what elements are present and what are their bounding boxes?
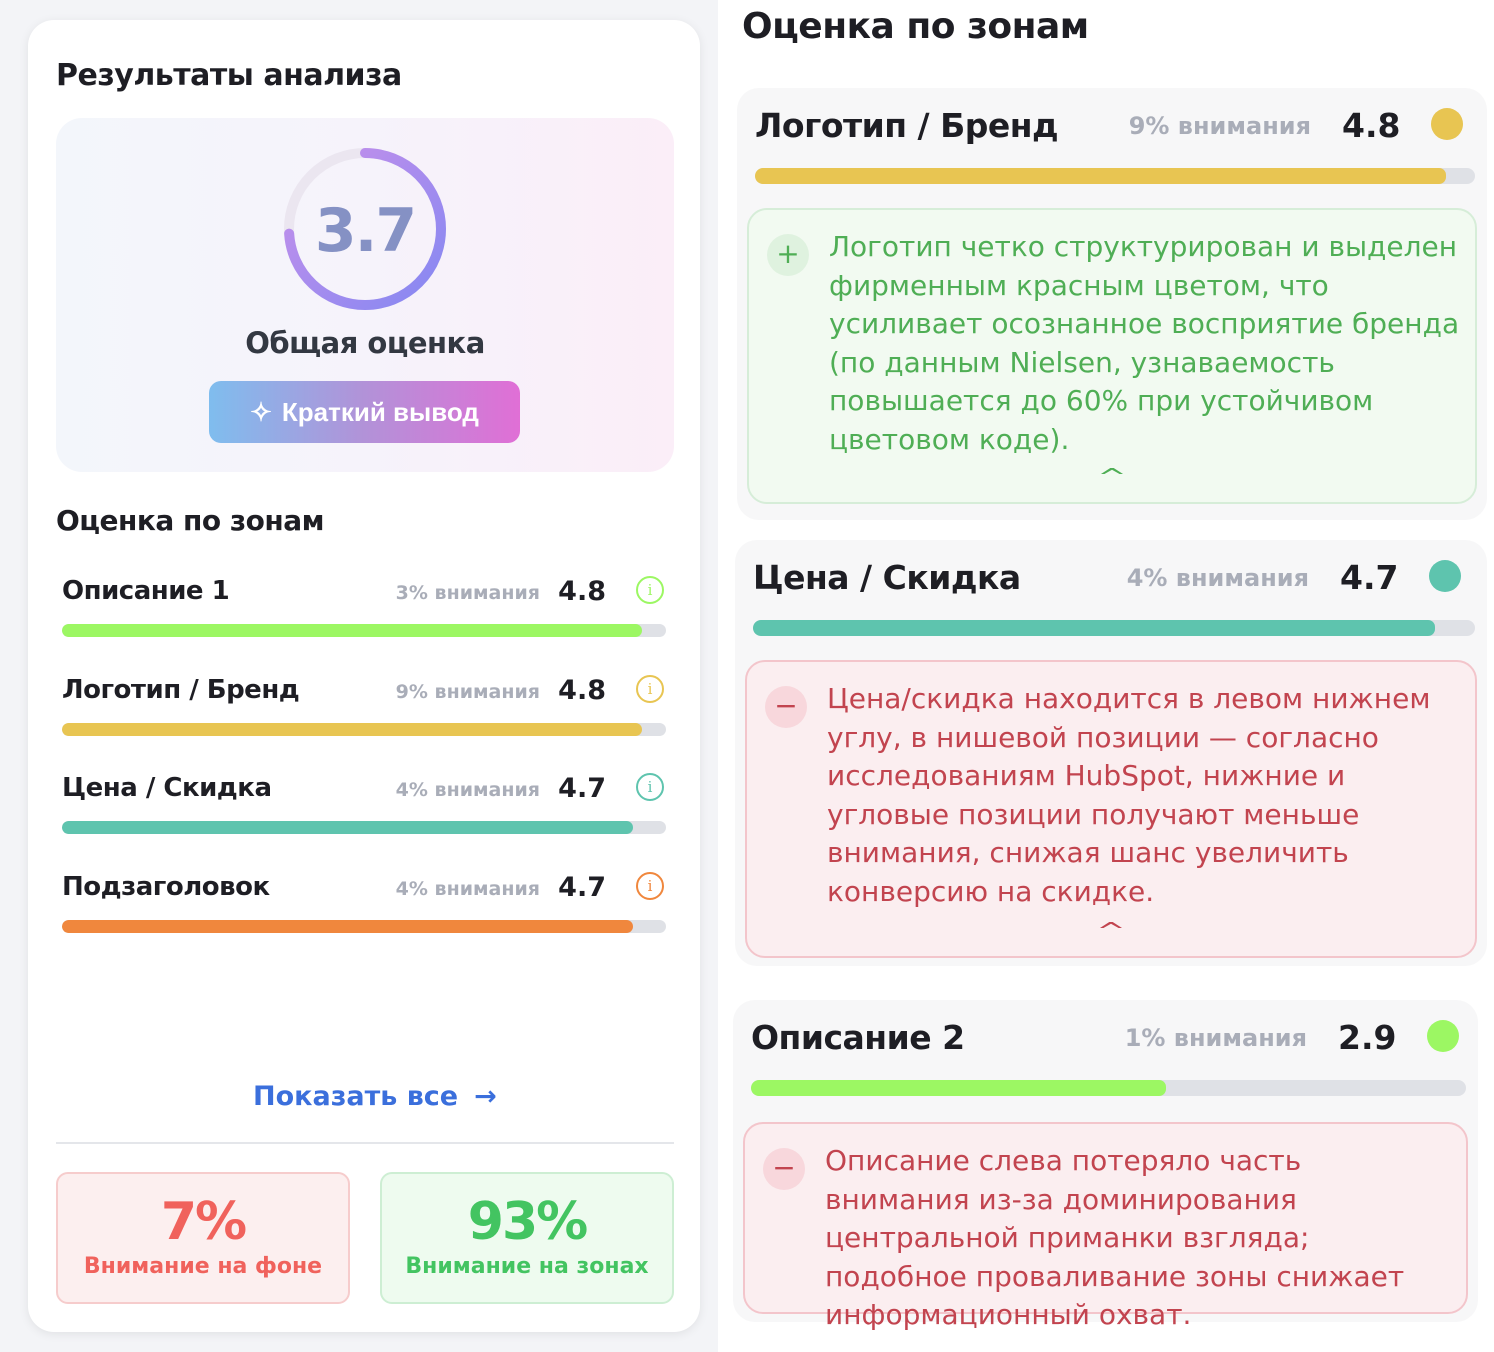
stat-value: 7%: [160, 1192, 247, 1252]
zone-attention: 3% внимания: [395, 582, 540, 604]
background-attention-stat: 7% Внимание на фоне: [56, 1172, 350, 1304]
plus-icon: +: [767, 234, 809, 276]
zone-score-bar-fill: [753, 620, 1436, 636]
negative-insight: − Описание слева потеряло часть внимания…: [743, 1122, 1468, 1331]
info-icon[interactable]: i: [636, 773, 664, 801]
zone-score-bar: [62, 722, 666, 736]
stat-label: Внимание на зонах: [405, 1254, 649, 1279]
summary-button[interactable]: ✧ Краткий вывод: [209, 381, 520, 443]
zone-name: Цена / Скидка: [62, 773, 272, 803]
zone-attention: 4% внимания: [395, 779, 540, 801]
zone-color-dot: [1427, 1020, 1459, 1052]
zone-color-dot: [1431, 108, 1463, 140]
zone-score-bar: [62, 821, 666, 834]
minus-icon: −: [765, 686, 807, 728]
zone-name: Описание 2: [751, 1018, 965, 1057]
zone-row: Описание 1 3% внимания 4.8 i: [62, 576, 666, 646]
zone-name: Логотип / Бренд: [755, 106, 1059, 145]
overall-score: 3.7: [314, 196, 417, 266]
zone-score-bar-fill: [62, 919, 633, 933]
overall-score-panel: 3.7 Общая оценка ✧ Краткий вывод: [56, 118, 674, 472]
zone-score: 4.7: [558, 871, 606, 903]
info-icon[interactable]: i: [636, 674, 664, 703]
insight-text: Логотип четко структурирован и выделен ф…: [829, 230, 1460, 456]
zone-score-bar-fill: [62, 821, 633, 834]
summary-button-label: Краткий вывод: [281, 396, 479, 427]
zone-row: Логотип / Бренд 9% внимания 4.8 i: [62, 674, 666, 745]
zone-score-bar-fill: [62, 624, 642, 637]
zone-score-bar-fill: [755, 168, 1447, 184]
zone-card: Цена / Скидка 4% внимания 4.7 − Цена/ски…: [735, 540, 1487, 966]
negative-insight: − Цена/скидка находится в левом нижнем у…: [745, 660, 1477, 958]
zone-score: 4.7: [1340, 558, 1399, 597]
zone-score-bar-fill: [751, 1080, 1166, 1096]
insight-text: Цена/скидка находится в левом нижнем угл…: [827, 682, 1431, 908]
zone-attention: 1% внимания: [1124, 1024, 1307, 1052]
insight-text: Описание слева потеряло часть внимания и…: [825, 1144, 1405, 1332]
zone-row: Цена / Скидка 4% внимания 4.7 i: [62, 773, 666, 843]
analysis-results-card: Результаты анализа 3.7 Общая оценка ✧ Кра…: [28, 20, 700, 1332]
zones-title: Оценка по зонам: [56, 504, 325, 537]
chevron-up-icon[interactable]: ^: [1096, 919, 1126, 944]
arrow-right-icon: →: [474, 1081, 497, 1112]
score-ring-progress: [284, 148, 446, 310]
zone-color-dot: [1429, 560, 1461, 592]
score-ring: [284, 148, 446, 310]
zone-name: Описание 1: [62, 576, 230, 606]
zone-score-bar: [755, 168, 1475, 184]
zone-card: Описание 2 1% внимания 2.9 − Описание сл…: [733, 1000, 1478, 1331]
info-icon[interactable]: i: [636, 576, 664, 604]
zone-score-bar-fill: [62, 722, 642, 736]
zone-row: Подзаголовок 4% внимания 4.7 i: [62, 871, 666, 942]
zone-score: 2.9: [1338, 1018, 1397, 1057]
zones-detail-title: Оценка по зонам: [742, 6, 1089, 47]
zone-attention: 4% внимания: [1126, 564, 1309, 592]
zone-score: 4.8: [558, 576, 606, 607]
zone-card: Логотип / Бренд 9% внимания 4.8 + Логоти…: [737, 88, 1487, 520]
zone-attention: 9% внимания: [395, 680, 540, 703]
zone-attention: 9% внимания: [1128, 112, 1311, 140]
zone-attention: 4% внимания: [395, 877, 540, 900]
zone-name: Логотип / Бренд: [62, 674, 300, 705]
zone-score-bar: [62, 919, 666, 933]
zone-score: 4.8: [558, 674, 606, 706]
zone-score-bar: [753, 620, 1475, 636]
info-icon[interactable]: i: [636, 871, 664, 900]
card-title: Результаты анализа: [56, 58, 402, 93]
chevron-up-icon[interactable]: ^: [1097, 465, 1127, 490]
zone-score: 4.8: [1342, 106, 1401, 145]
minus-icon: −: [763, 1148, 805, 1190]
stat-label: Внимание на фоне: [83, 1254, 323, 1279]
zone-score-bar: [751, 1080, 1466, 1096]
zone-score: 4.7: [558, 773, 606, 804]
zone-score-bar: [62, 624, 666, 637]
divider: [56, 1142, 674, 1144]
positive-insight: + Логотип четко структурирован и выделен…: [747, 208, 1477, 504]
show-all-link[interactable]: Показать все →: [253, 1081, 497, 1112]
zone-name: Подзаголовок: [62, 871, 270, 902]
zones-attention-stat: 93% Внимание на зонах: [380, 1172, 674, 1304]
stat-value: 93%: [467, 1192, 588, 1252]
overall-score-label: Общая оценка: [245, 326, 485, 360]
show-all-label: Показать все: [253, 1081, 459, 1112]
sparkle-icon: ✧: [250, 396, 272, 427]
zone-name: Цена / Скидка: [753, 558, 1021, 597]
